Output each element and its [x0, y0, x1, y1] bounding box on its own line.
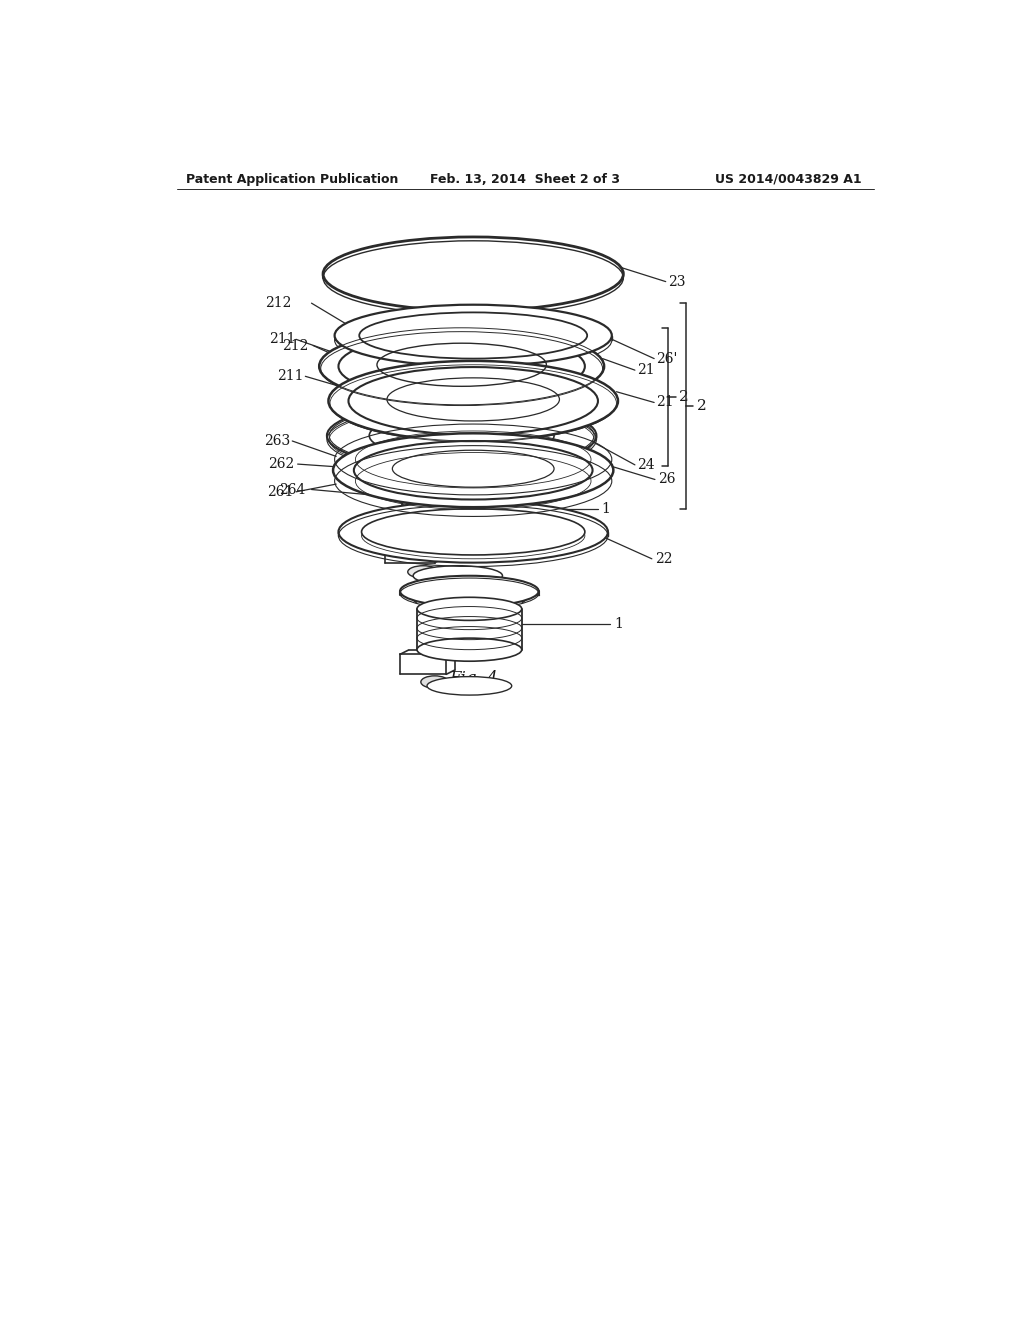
Text: Patent Application Publication: Patent Application Publication: [186, 173, 398, 186]
Text: 2: 2: [696, 399, 707, 413]
Ellipse shape: [335, 305, 611, 366]
Text: 1: 1: [602, 502, 610, 516]
Ellipse shape: [421, 676, 449, 688]
Text: 24: 24: [637, 458, 654, 471]
Text: 26: 26: [658, 473, 676, 487]
Ellipse shape: [333, 433, 613, 507]
Text: 262: 262: [268, 457, 295, 471]
Ellipse shape: [370, 413, 554, 459]
Text: 263: 263: [264, 434, 290, 447]
Text: 261: 261: [267, 484, 293, 499]
Ellipse shape: [339, 502, 608, 562]
Text: Feb. 13, 2014  Sheet 2 of 3: Feb. 13, 2014 Sheet 2 of 3: [430, 173, 620, 186]
Ellipse shape: [319, 327, 604, 405]
Ellipse shape: [327, 401, 596, 470]
Ellipse shape: [427, 677, 512, 696]
Text: Fig. 3: Fig. 3: [437, 527, 486, 544]
Ellipse shape: [417, 638, 521, 661]
Ellipse shape: [402, 480, 513, 506]
Ellipse shape: [354, 441, 593, 499]
Ellipse shape: [451, 568, 472, 577]
Text: 211: 211: [269, 333, 296, 346]
Ellipse shape: [402, 523, 513, 548]
Text: US 2014/0043829 A1: US 2014/0043829 A1: [716, 173, 862, 186]
Text: 26': 26': [656, 351, 678, 366]
Text: 264: 264: [280, 483, 305, 496]
Text: 212: 212: [265, 296, 292, 310]
Ellipse shape: [361, 508, 585, 554]
Ellipse shape: [400, 576, 539, 607]
Ellipse shape: [408, 566, 438, 578]
Ellipse shape: [323, 238, 624, 312]
Text: 21: 21: [637, 363, 654, 378]
Ellipse shape: [342, 335, 581, 397]
Text: 211: 211: [276, 370, 303, 383]
Ellipse shape: [413, 566, 503, 586]
Ellipse shape: [351, 368, 595, 433]
Text: Fig. 4: Fig. 4: [449, 669, 498, 686]
Text: 21: 21: [656, 396, 674, 409]
Ellipse shape: [385, 459, 531, 490]
Ellipse shape: [357, 442, 589, 498]
Ellipse shape: [348, 367, 598, 434]
Text: 1: 1: [614, 618, 623, 631]
Ellipse shape: [417, 598, 521, 620]
Ellipse shape: [359, 313, 587, 359]
Text: 2: 2: [679, 391, 688, 404]
Text: 23: 23: [668, 275, 685, 289]
Ellipse shape: [339, 333, 585, 400]
Ellipse shape: [463, 677, 483, 686]
Text: 22: 22: [655, 552, 673, 566]
Ellipse shape: [329, 360, 617, 441]
Text: 212: 212: [283, 338, 308, 352]
